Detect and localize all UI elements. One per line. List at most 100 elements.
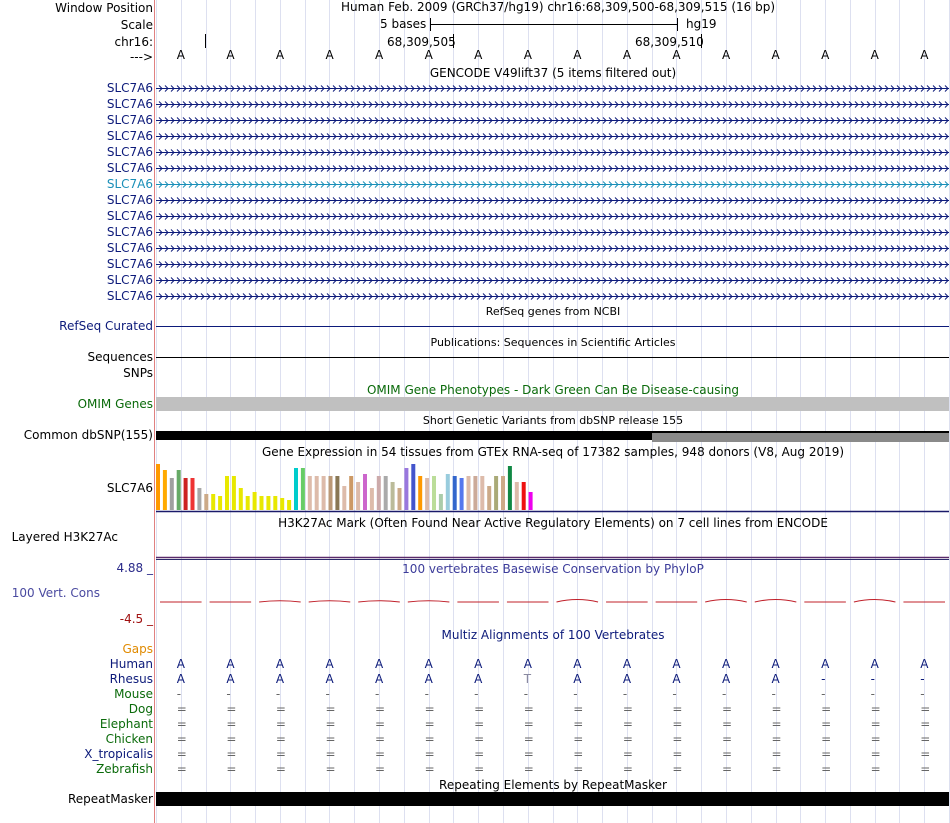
species-label[interactable]: Chicken — [105, 732, 153, 746]
gtex-bar — [197, 488, 202, 510]
gencode-item-label[interactable]: SLC7A6 — [106, 193, 153, 207]
gtex-bar — [252, 492, 257, 510]
alignment-base: = — [573, 702, 584, 716]
gtex-bar — [211, 494, 216, 510]
snps-label[interactable]: SNPs — [123, 366, 153, 380]
gencode-item-label[interactable]: SLC7A6 — [106, 209, 153, 223]
base-letter: A — [721, 48, 731, 62]
species-label[interactable]: Human — [109, 657, 153, 671]
alignment-base: = — [622, 702, 633, 716]
alignment-base: - — [375, 687, 380, 701]
gtex-bar — [376, 476, 381, 510]
alignment-base: = — [573, 747, 584, 761]
gencode-item-label[interactable]: SLC7A6 — [106, 257, 153, 271]
alignment-base: A — [573, 672, 582, 686]
alignment-base: A — [375, 672, 384, 686]
alignment-base: A — [176, 672, 185, 686]
gencode-title: GENCODE V49lift37 (5 items filtered out) — [429, 66, 677, 80]
alignment-base: = — [375, 717, 386, 731]
gencode-item-label[interactable]: SLC7A6 — [106, 145, 153, 159]
gencode-item-label[interactable]: SLC7A6 — [106, 81, 153, 95]
alignment-base: = — [176, 717, 187, 731]
sequences-title: Publications: Sequences in Scientific Ar… — [430, 336, 676, 349]
alignment-base: A — [771, 657, 780, 671]
gtex-bar — [321, 476, 326, 510]
gtex-bar — [183, 478, 188, 510]
alignment-base: = — [622, 747, 633, 761]
alignment-base: = — [424, 702, 435, 716]
dbsnp-bar-secondary — [652, 433, 949, 442]
alignment-base: = — [821, 732, 832, 746]
alignment-base: = — [325, 732, 336, 746]
alignment-base: = — [375, 762, 386, 776]
gencode-item-label[interactable]: SLC7A6 — [106, 129, 153, 143]
repeatmasker-bar — [156, 792, 949, 806]
refseq-label[interactable]: RefSeq Curated — [59, 319, 153, 333]
alignment-base: = — [920, 702, 931, 716]
gtex-bar — [507, 466, 512, 510]
gencode-item-label[interactable]: SLC7A6 — [106, 177, 153, 191]
gtex-bar — [356, 482, 361, 510]
gtex-bar — [390, 482, 395, 510]
gencode-item-label[interactable]: SLC7A6 — [106, 225, 153, 239]
gencode-item-label[interactable]: SLC7A6 — [106, 289, 153, 303]
species-label[interactable]: Mouse — [114, 687, 153, 701]
gencode-strand-arrows — [158, 293, 949, 300]
alignment-base: = — [870, 702, 881, 716]
gtex-bar — [314, 476, 319, 510]
alignment-base: = — [771, 762, 782, 776]
dbsnp-label[interactable]: Common dbSNP(155) — [23, 428, 153, 442]
gtex-bar — [335, 476, 340, 510]
alignment-base: = — [721, 762, 733, 776]
gencode-item-label[interactable]: SLC7A6 — [106, 97, 153, 111]
alignment-base: A — [622, 657, 632, 671]
alignment-base: - — [920, 672, 925, 686]
phylop-min-label: -4.5 _ — [119, 612, 153, 626]
chrom-label: chr16: — [114, 35, 153, 49]
base-letter: A — [821, 48, 830, 62]
alignment-base: = — [523, 747, 534, 761]
gencode-item-label[interactable]: SLC7A6 — [106, 273, 153, 287]
gencode-strand-arrows — [158, 101, 949, 108]
h3k27ac-label[interactable]: Layered H3K27Ac — [11, 530, 118, 544]
gtex-label[interactable]: SLC7A6 — [106, 481, 153, 495]
species-label[interactable]: X_tropicalis — [84, 747, 153, 761]
species-label[interactable]: Elephant — [99, 717, 153, 731]
alignment-base: = — [771, 732, 782, 746]
alignment-base: A — [226, 657, 235, 671]
alignment-base: = — [474, 732, 485, 746]
gtex-bar — [487, 486, 492, 510]
gencode-item-label[interactable]: SLC7A6 — [106, 161, 153, 175]
repeatmasker-label[interactable]: RepeatMasker — [67, 792, 153, 806]
gencode-strand-arrows — [158, 85, 949, 92]
sequences-label[interactable]: Sequences — [87, 350, 153, 364]
species-label[interactable]: Rhesus — [109, 672, 153, 686]
species-label[interactable]: Zebrafish — [96, 762, 153, 776]
alignment-base: = — [523, 732, 534, 746]
gencode-strand-arrows — [158, 245, 949, 252]
alignment-base: = — [226, 702, 237, 716]
omim-label[interactable]: OMIM Genes — [77, 397, 153, 411]
alignment-base: = — [275, 717, 286, 731]
gtex-bar — [445, 474, 450, 510]
base-letter: A — [275, 48, 285, 62]
gtex-bar — [328, 476, 333, 510]
gtex-bar — [266, 496, 271, 510]
alignment-base: A — [622, 672, 632, 686]
species-label[interactable]: Dog — [128, 702, 153, 716]
phylop-segment — [308, 600, 351, 603]
base-letter: A — [424, 48, 433, 62]
base-letter: A — [375, 48, 384, 62]
base-letter: A — [870, 48, 879, 62]
gencode-item-label[interactable]: SLC7A6 — [106, 241, 153, 255]
alignment-base: A — [375, 657, 384, 671]
alignment-base: = — [821, 717, 832, 731]
phylop-label[interactable]: 100 Vert. Cons — [11, 586, 100, 600]
alignment-base: A — [721, 657, 731, 671]
gtex-bar — [238, 488, 243, 510]
alignment-base: = — [474, 747, 485, 761]
alignment-base: = — [226, 747, 237, 761]
gencode-item-label[interactable]: SLC7A6 — [106, 113, 153, 127]
alignment-base: = — [176, 702, 187, 716]
